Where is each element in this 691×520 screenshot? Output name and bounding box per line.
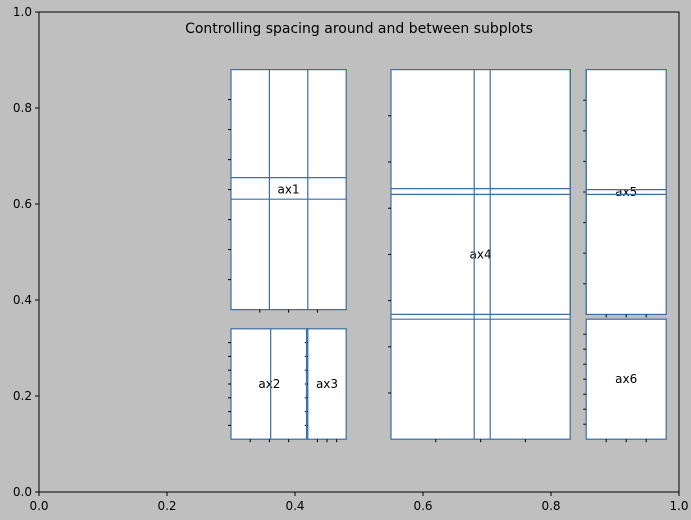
y-tick-label: 0.0 <box>13 485 32 499</box>
x-axis-ticks: 0.0 0.2 0.4 0.6 0.8 1.0 <box>29 492 689 513</box>
x-tick-label: 0.8 <box>541 499 560 513</box>
y-tick-label: 0.4 <box>13 293 32 307</box>
subplot-group: ax1 ax2 ax3 ax4 ax5 ax6 <box>228 68 667 443</box>
subplot-ax6 <box>585 318 667 440</box>
subplot-label-ax1: ax1 <box>278 183 300 197</box>
x-tick-label: 1.0 <box>669 499 688 513</box>
subplot-ax4 <box>390 68 571 440</box>
subplot-label-ax3: ax3 <box>316 377 338 391</box>
x-tick-label: 0.6 <box>413 499 432 513</box>
y-tick-label: 0.2 <box>13 389 32 403</box>
subplot-label-ax4: ax4 <box>470 247 492 261</box>
subplot-ax2 <box>230 328 309 440</box>
y-axis-ticks: 0.0 0.2 0.4 0.6 0.8 1.0 <box>13 5 39 499</box>
y-tick-label: 1.0 <box>13 5 32 19</box>
x-tick-label: 0.2 <box>157 499 176 513</box>
y-tick-label: 0.6 <box>13 197 32 211</box>
subplot-label-ax2: ax2 <box>258 377 280 391</box>
subplot-ax5 <box>585 68 667 316</box>
y-tick-label: 0.8 <box>13 101 32 115</box>
main-axes-frame <box>38 11 680 493</box>
subplot-label-ax6: ax6 <box>615 372 637 386</box>
subplot-ax1 <box>230 68 347 311</box>
x-tick-label: 0.4 <box>285 499 304 513</box>
chart-title: Controlling spacing around and between s… <box>185 21 533 37</box>
x-tick-label: 0.0 <box>29 499 48 513</box>
subplot-label-ax5: ax5 <box>615 185 637 199</box>
